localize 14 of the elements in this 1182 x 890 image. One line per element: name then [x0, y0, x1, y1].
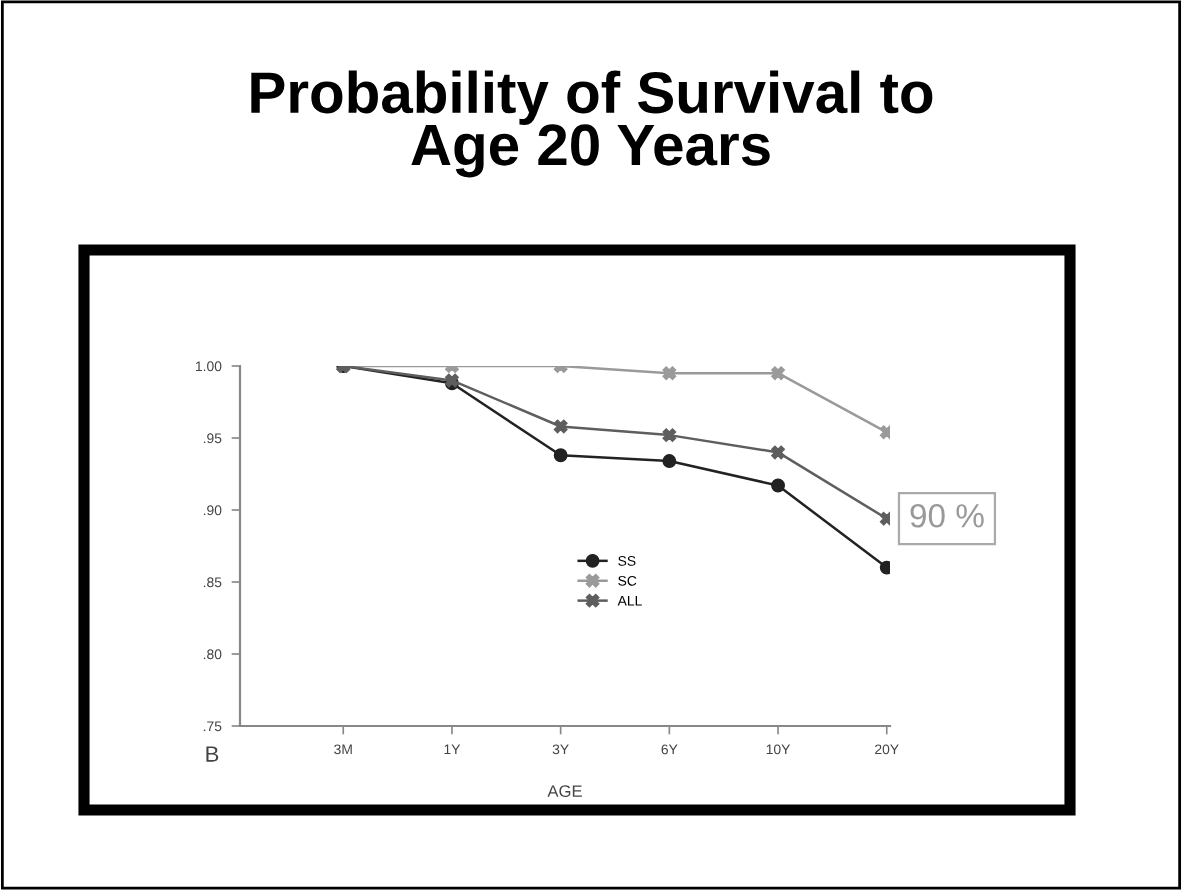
point [771, 445, 785, 460]
chart-title: Probability of Survival to Age 20 Years [251, 70, 933, 178]
text: B [206, 746, 219, 762]
point [771, 366, 785, 381]
point [771, 478, 785, 493]
point [879, 511, 890, 526]
point [553, 448, 568, 463]
point [662, 366, 677, 381]
point [879, 425, 890, 440]
point [662, 454, 677, 468]
x-axis-title: AGE [547, 785, 582, 798]
annotation: 90 % [910, 503, 984, 528]
point [662, 428, 677, 443]
point [553, 419, 568, 434]
